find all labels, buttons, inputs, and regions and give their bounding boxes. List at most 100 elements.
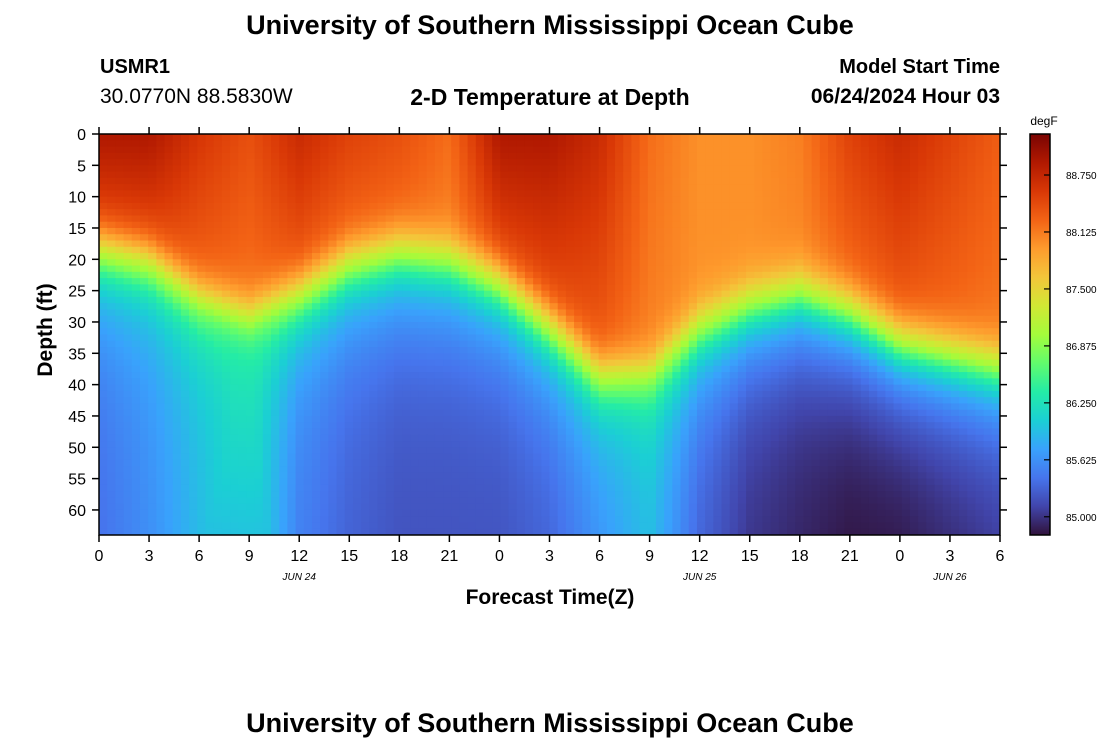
heatmap-cell — [467, 240, 477, 248]
heatmap-cell — [492, 397, 501, 405]
heatmap-cell — [606, 146, 616, 154]
heatmap-cell — [574, 334, 583, 342]
heatmap-cell — [295, 340, 305, 348]
heatmap-cell — [459, 171, 469, 179]
heatmap-cell — [631, 140, 641, 148]
heatmap-cell — [926, 184, 936, 191]
heatmap-cell — [508, 259, 518, 267]
heatmap-cell — [139, 303, 149, 311]
heatmap-cell — [778, 365, 788, 373]
heatmap-cell — [557, 290, 567, 298]
heatmap-cell — [557, 303, 567, 311]
heatmap-cell — [271, 171, 280, 179]
heatmap-cell — [475, 303, 485, 311]
heatmap-cell — [688, 140, 698, 148]
heatmap-cell — [311, 340, 321, 348]
heatmap-cell — [885, 259, 895, 267]
heatmap-cell — [508, 347, 518, 354]
heatmap-cell — [688, 347, 698, 354]
heatmap-cell — [172, 353, 182, 361]
heatmap-cell — [508, 278, 518, 285]
heatmap-cell — [680, 202, 690, 210]
heatmap-cell — [410, 384, 420, 392]
heatmap-cell — [901, 184, 911, 191]
heatmap-cell — [115, 390, 125, 398]
heatmap-cell — [549, 303, 559, 311]
heatmap-cell — [926, 409, 936, 417]
heatmap-cell — [664, 165, 673, 173]
heatmap-cell — [508, 177, 518, 185]
heatmap-cell — [762, 271, 772, 279]
heatmap-cell — [549, 315, 559, 323]
heatmap-cell — [836, 146, 845, 154]
heatmap-cell — [713, 259, 723, 267]
heatmap-cell — [918, 372, 927, 379]
heatmap-cell — [868, 359, 878, 367]
heatmap-cell — [713, 184, 723, 191]
heatmap-cell — [877, 321, 886, 329]
heatmap-cell — [934, 209, 944, 217]
heatmap-cell — [500, 209, 510, 217]
heatmap-cell — [115, 378, 125, 386]
heatmap-cell — [434, 409, 444, 417]
heatmap-cell — [868, 202, 878, 210]
heatmap-cell — [688, 303, 698, 311]
heatmap-cell — [959, 384, 968, 392]
heatmap-cell — [467, 134, 477, 141]
heatmap-cell — [475, 328, 485, 336]
heatmap-cell — [590, 321, 600, 329]
heatmap-cell — [410, 234, 420, 242]
heatmap-cell — [909, 278, 919, 285]
heatmap-cell — [385, 196, 395, 204]
heatmap-cell — [655, 209, 665, 217]
heatmap-cell — [615, 246, 624, 254]
heatmap-cell — [721, 271, 731, 279]
heatmap-cell — [901, 215, 911, 223]
heatmap-cell — [787, 397, 796, 405]
heatmap-cell — [615, 140, 624, 148]
heatmap-cell — [934, 159, 944, 166]
heatmap-cell — [516, 390, 526, 398]
heatmap-cell — [795, 215, 805, 223]
heatmap-cell — [172, 365, 182, 373]
heatmap-cell — [959, 190, 968, 198]
heatmap-cell — [680, 365, 690, 373]
heatmap-cell — [254, 234, 264, 242]
heatmap-cell — [410, 259, 420, 267]
heatmap-cell — [99, 403, 108, 411]
heatmap-cell — [451, 359, 460, 367]
heatmap-cell — [901, 284, 911, 292]
heatmap-cell — [434, 215, 444, 223]
heatmap-cell — [254, 190, 264, 198]
heatmap-cell — [942, 397, 952, 405]
heatmap-cell — [213, 309, 223, 317]
heatmap-cell — [819, 184, 829, 191]
heatmap-cell — [205, 340, 215, 348]
heatmap-cell — [418, 390, 428, 398]
heatmap-cell — [762, 403, 772, 411]
heatmap-cell — [983, 165, 993, 173]
heatmap-cell — [778, 165, 788, 173]
heatmap-cell — [868, 246, 878, 254]
heatmap-cell — [713, 403, 723, 411]
heatmap-cell — [721, 403, 731, 411]
heatmap-cell — [836, 221, 845, 229]
temperature-depth-chart: 0 3 6 9 12 15 18 21 0 3 6 9 12 15 18 21 0 3 6 051015202530… — [34, 114, 1097, 609]
heatmap-cell — [516, 209, 526, 217]
heatmap-cell — [164, 365, 174, 373]
heatmap-cell — [369, 397, 379, 405]
heatmap-cell — [983, 309, 993, 317]
heatmap-cell — [123, 140, 133, 148]
heatmap-cell — [606, 372, 616, 379]
heatmap-cell — [443, 240, 452, 248]
heatmap-cell — [311, 384, 321, 392]
heatmap-cell — [271, 415, 280, 423]
heatmap-cell — [180, 184, 190, 191]
heatmap-cell — [148, 171, 157, 179]
heatmap-cell — [180, 415, 190, 423]
heatmap-cell — [524, 234, 534, 242]
heatmap-cell — [434, 403, 444, 411]
heatmap-cell — [402, 265, 411, 273]
heatmap-cell — [385, 184, 395, 191]
heatmap-cell — [483, 240, 493, 248]
